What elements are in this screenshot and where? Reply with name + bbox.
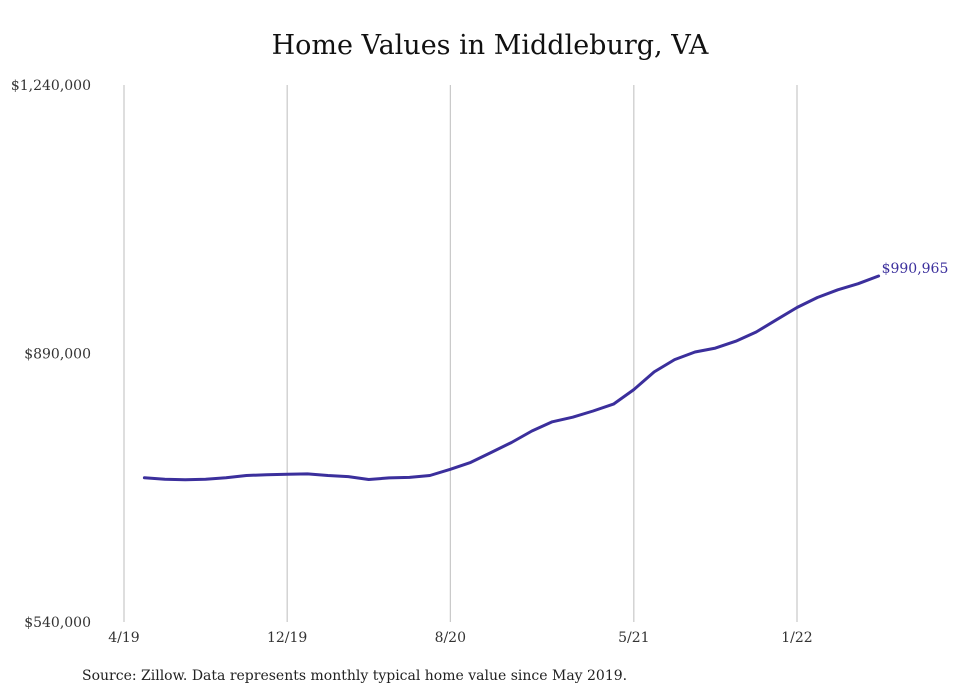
y-tick-label: $1,240,000	[11, 78, 91, 94]
end-value-label: $990,965	[882, 261, 949, 277]
series-line	[142, 274, 881, 482]
x-tick-label: 1/22	[781, 630, 812, 646]
x-tick-label: 4/19	[108, 630, 139, 646]
y-tick-label: $540,000	[24, 615, 91, 631]
x-tick-label: 12/19	[267, 630, 307, 646]
source-note: Source: Zillow. Data represents monthly …	[82, 668, 628, 684]
chart-title: Home Values in Middleburg, VA	[271, 30, 709, 61]
y-tick-label: $890,000	[24, 347, 91, 363]
x-tick-label: 5/21	[618, 630, 649, 646]
x-tick-label: 8/20	[435, 630, 466, 646]
